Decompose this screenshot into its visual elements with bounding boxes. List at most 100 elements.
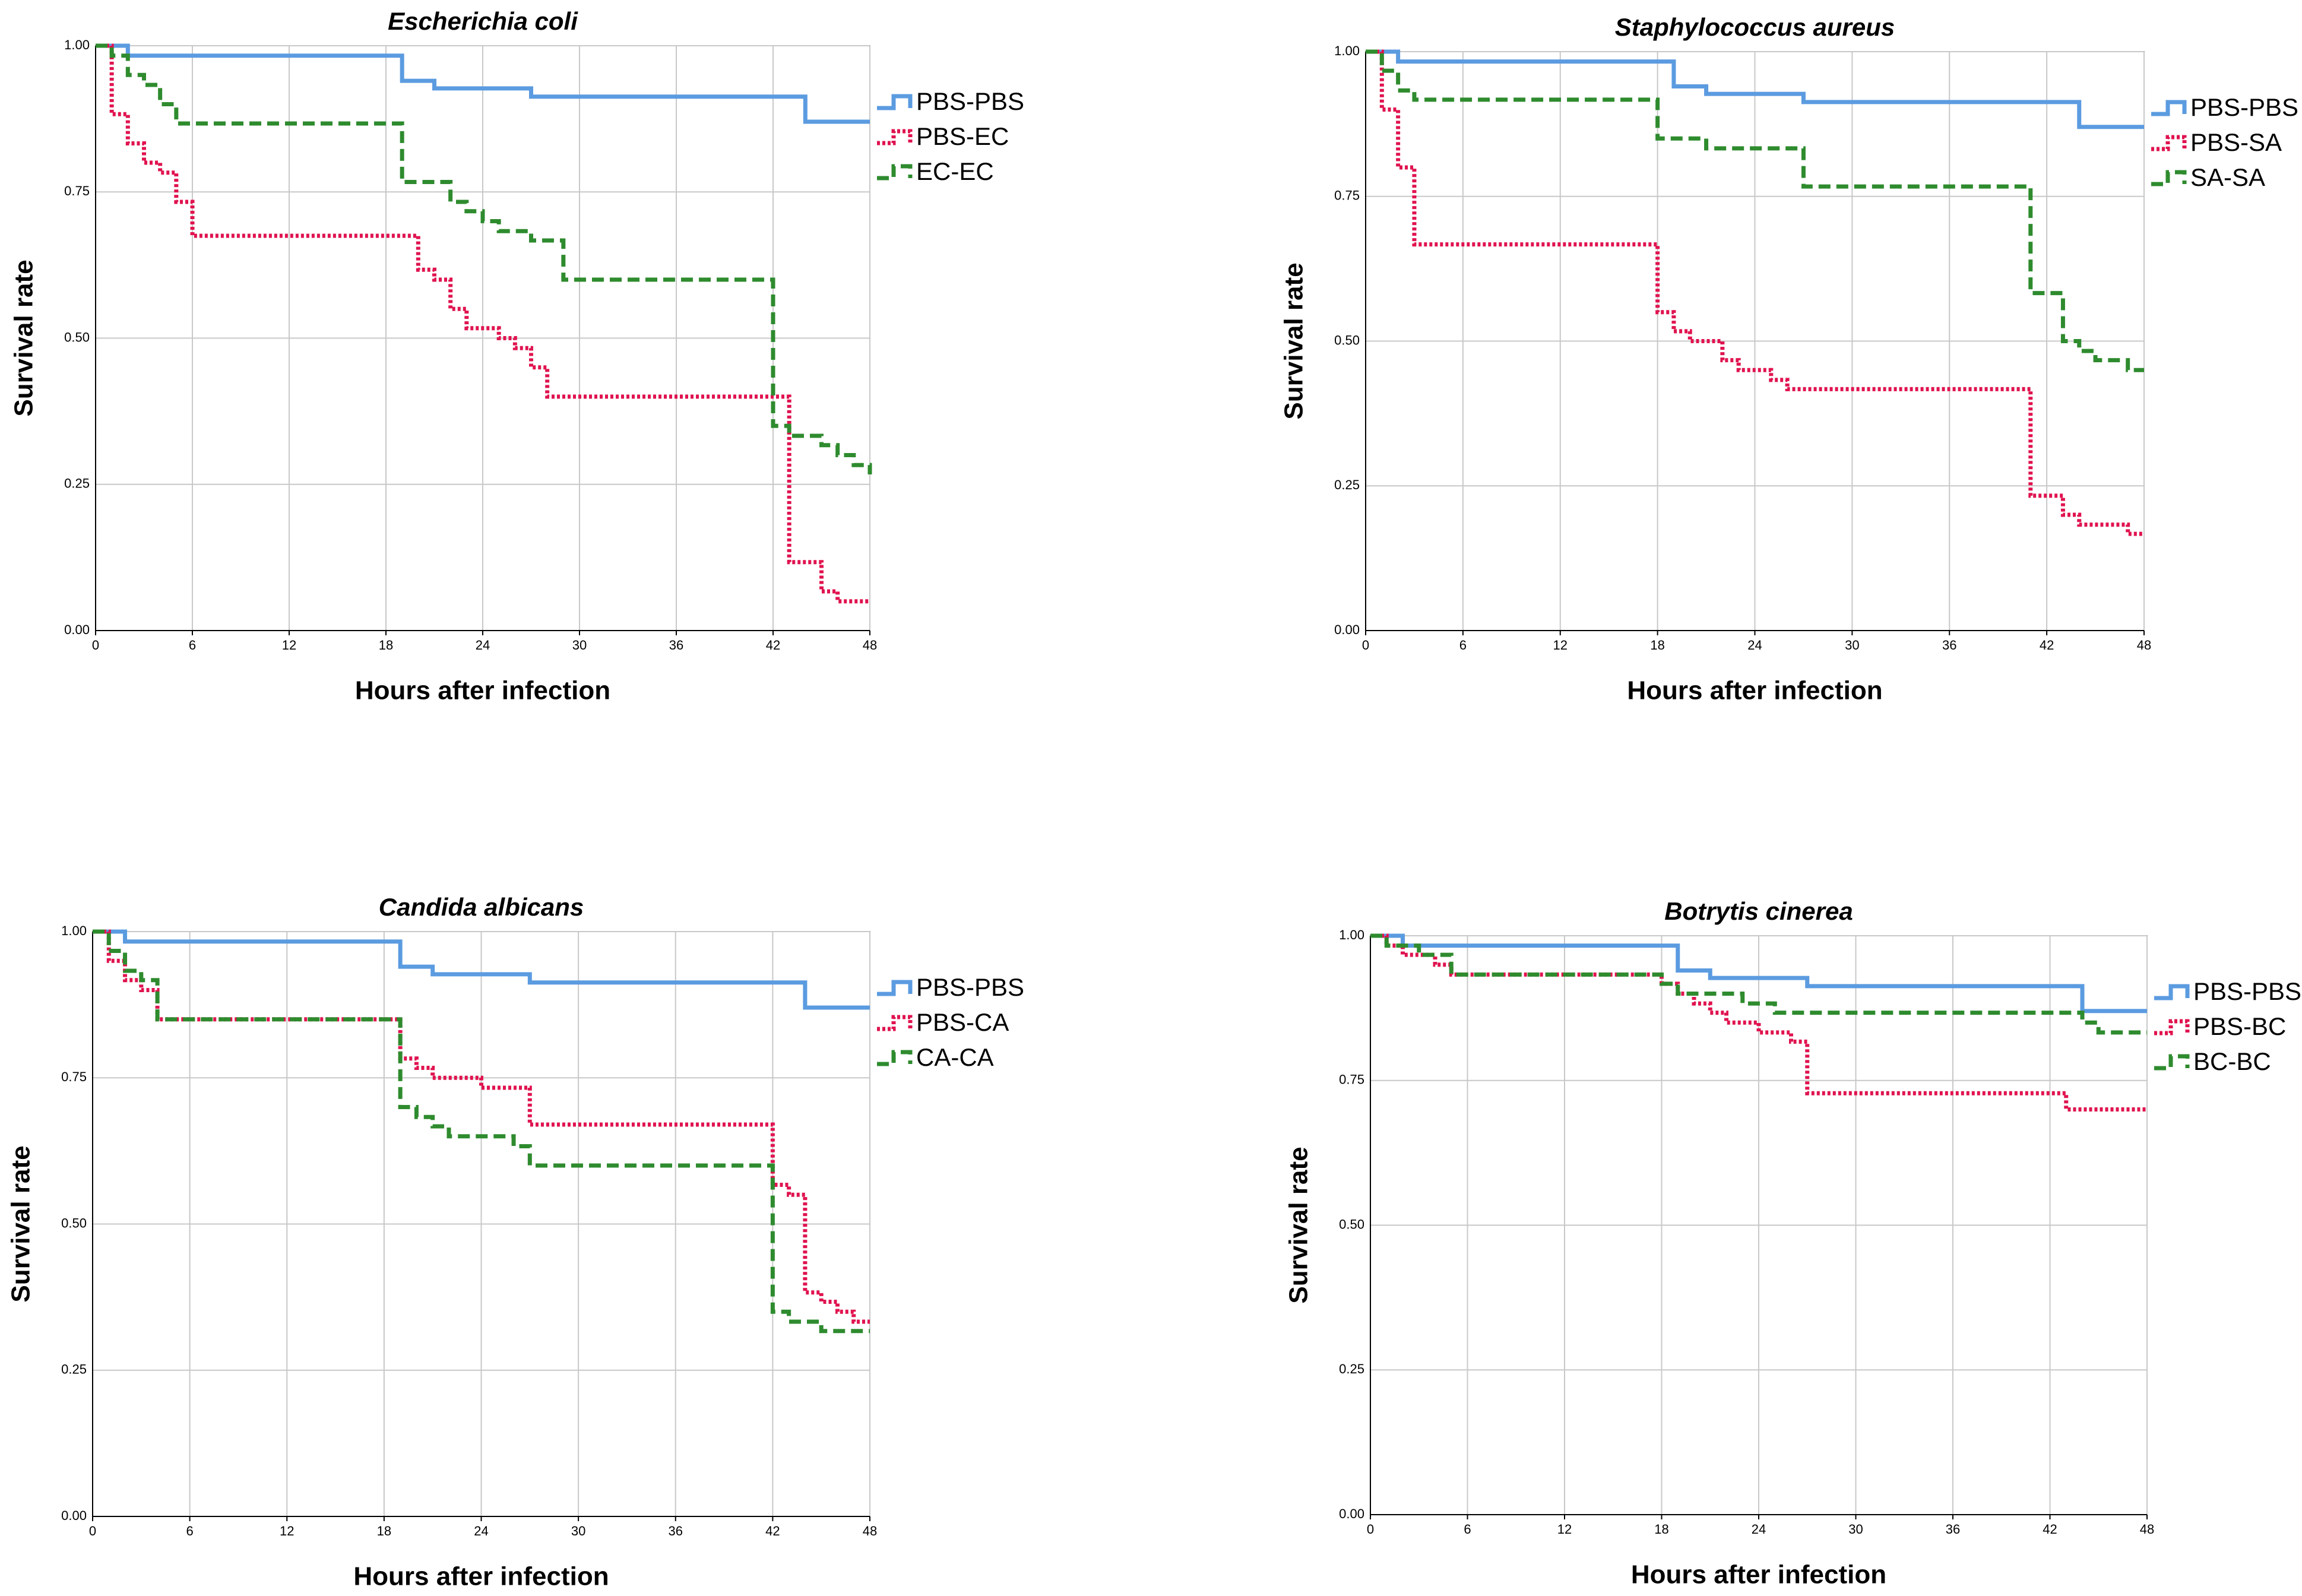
chart-panel: 0 6 12 18 24 30 36 42 48 0.00 0.25 0.50 0.75 1.00 Cand…: [7, 893, 1024, 1591]
legend-icon: [877, 1015, 913, 1031]
y-tick-label: 0.00: [1339, 1506, 1364, 1521]
x-tick-label: 48: [2137, 638, 2151, 653]
x-tick-label: 24: [1747, 638, 1762, 653]
legend-icon: [877, 164, 913, 180]
x-tick-label: 30: [571, 1524, 585, 1538]
legend-label: PBS-BC: [2193, 1012, 2286, 1040]
chart-panel: 0 6 12 18 24 30 36 42 48 0.00 0.25 0.50 0.75 1.00 Stap…: [1280, 13, 2298, 705]
y-tick-label: 0.00: [1334, 622, 1360, 637]
y-tick-label: 1.00: [1334, 43, 1360, 58]
x-tick-label: 48: [863, 1524, 877, 1538]
legend-icon: [2151, 170, 2187, 186]
y-axis-label: Survival rate: [10, 259, 39, 416]
survival-line: [1370, 933, 2147, 1112]
survival-line: [96, 43, 872, 475]
x-tick-label: 0: [89, 1524, 96, 1538]
x-tick-label: 36: [669, 1524, 683, 1538]
x-tick-label: 0: [1362, 638, 1369, 653]
x-tick-label: 18: [1650, 638, 1664, 653]
legend-icon: [877, 980, 913, 996]
x-axis-label: Hours after infection: [353, 1562, 609, 1591]
legend-label: PBS-PBS: [916, 87, 1024, 115]
y-tick-label: 0.25: [61, 1362, 87, 1377]
y-tick-label: 0.75: [61, 1069, 87, 1084]
legend-icon: [2151, 100, 2187, 116]
survival-line: [93, 929, 870, 1334]
x-tick-label: 12: [1553, 638, 1568, 653]
y-tick-label: 1.00: [61, 923, 87, 938]
x-tick-label: 48: [2140, 1522, 2154, 1537]
legend-icon: [877, 94, 913, 110]
y-tick-label: 0.00: [61, 1508, 87, 1523]
y-tick-label: 0.50: [64, 330, 90, 344]
legend-label: PBS-CA: [916, 1008, 1009, 1036]
legend-label: PBS-PBS: [916, 973, 1024, 1001]
y-axis-label: Survival rate: [7, 1145, 36, 1302]
x-tick-label: 18: [1654, 1522, 1668, 1537]
x-tick-label: 36: [1942, 638, 1956, 653]
legend-label: PBS-PBS: [2190, 93, 2298, 121]
x-tick-label: 42: [2043, 1522, 2057, 1537]
x-tick-label: 12: [1557, 1522, 1572, 1537]
x-tick-label: 0: [92, 638, 99, 653]
y-tick-label: 0.50: [1339, 1217, 1364, 1231]
y-tick-label: 0.25: [1339, 1361, 1364, 1376]
legend-icon: [2154, 1054, 2190, 1071]
legend-label: SA-SA: [2190, 163, 2265, 191]
chart-title: Candida albicans: [379, 893, 584, 921]
y-tick-label: 1.00: [64, 37, 90, 52]
x-tick-label: 6: [189, 638, 196, 653]
legend-label: PBS-SA: [2190, 128, 2282, 156]
survival-line: [1370, 933, 2147, 1035]
x-tick-label: 24: [474, 1524, 488, 1538]
survival-line: [93, 929, 870, 1010]
legend-label: BC-BC: [2193, 1047, 2271, 1075]
x-tick-label: 42: [2040, 638, 2054, 653]
y-tick-label: 0.00: [64, 622, 90, 637]
legend-label: CA-CA: [916, 1043, 994, 1071]
y-tick-label: 0.50: [61, 1215, 87, 1230]
survival-line: [1366, 49, 2144, 372]
chart-panel: 0 6 12 18 24 30 36 42 48 0.00 0.25 0.50 0.75 1.00 Botr…: [1284, 897, 2301, 1589]
legend-icon: [2151, 135, 2187, 151]
legend-label: PBS-EC: [916, 122, 1009, 150]
y-tick-label: 1.00: [1339, 927, 1364, 942]
x-tick-label: 6: [1459, 638, 1467, 653]
y-axis-label: Survival rate: [1280, 262, 1309, 419]
x-tick-label: 24: [1752, 1522, 1766, 1537]
x-tick-label: 18: [379, 638, 393, 653]
x-axis-label: Hours after infection: [1631, 1560, 1886, 1589]
x-tick-label: 48: [863, 638, 877, 653]
x-tick-label: 30: [1848, 1522, 1863, 1537]
x-axis-label: Hours after infection: [1627, 676, 1882, 705]
x-tick-label: 42: [765, 1524, 780, 1538]
x-axis-label: Hours after infection: [355, 676, 610, 705]
survival-line: [1366, 49, 2144, 129]
x-tick-label: 6: [186, 1524, 194, 1538]
survival-line: [1366, 49, 2144, 536]
x-tick-label: 6: [1464, 1522, 1471, 1537]
legend-icon: [877, 1050, 913, 1066]
y-tick-label: 0.50: [1334, 332, 1360, 347]
x-tick-label: 0: [1367, 1522, 1374, 1537]
y-tick-label: 0.25: [64, 476, 90, 491]
legend-icon: [877, 129, 913, 145]
legend-label: EC-EC: [916, 157, 994, 185]
x-tick-label: 12: [280, 1524, 294, 1538]
x-tick-label: 42: [766, 638, 780, 653]
chart-title: Staphylococcus aureus: [1615, 13, 1895, 41]
x-tick-label: 30: [1845, 638, 1859, 653]
y-tick-label: 0.75: [64, 183, 90, 198]
y-axis-label: Survival rate: [1284, 1147, 1313, 1303]
survival-line: [96, 43, 870, 604]
legend-icon: [2154, 1019, 2190, 1036]
chart-panel: 0 6 12 18 24 30 36 42 48 0.00 0.25 0.50 0.75 1.00 Esch…: [10, 7, 1024, 705]
x-tick-label: 18: [377, 1524, 391, 1538]
y-tick-label: 0.25: [1334, 477, 1360, 492]
chart-title: Botrytis cinerea: [1664, 897, 1853, 925]
y-tick-label: 0.75: [1339, 1072, 1364, 1087]
x-tick-label: 24: [476, 638, 490, 653]
legend-icon: [2154, 984, 2190, 1000]
legend-label: PBS-PBS: [2193, 977, 2301, 1005]
